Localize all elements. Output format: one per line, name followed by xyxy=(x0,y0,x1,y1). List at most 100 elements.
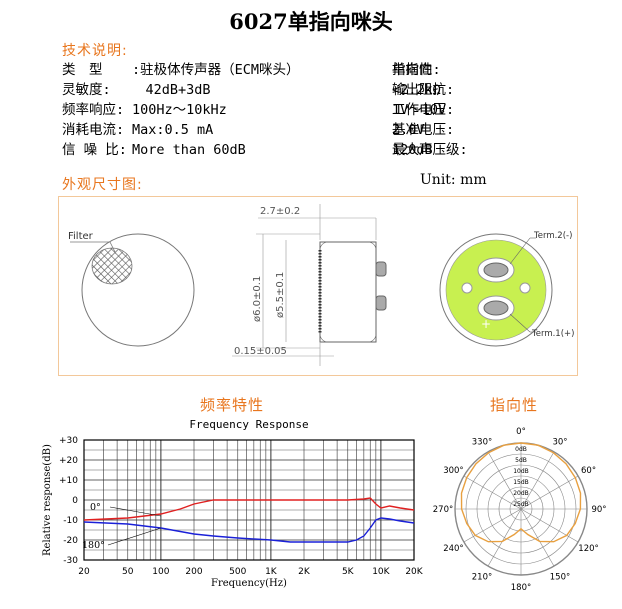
minus-sign: - xyxy=(509,265,513,279)
spec-list-right: 指向性:单指向 输出阻抗:<2.2kΩ 工作电压:1V～10V 基准电压:2.0V 最大… xyxy=(392,60,468,160)
spec-row: 信 噪 比: More than 60dB xyxy=(62,140,300,160)
r-label: 25dB xyxy=(513,501,529,508)
angle-label: 30° xyxy=(552,437,567,447)
outer-diameter-dim: ø6.0±0.1 xyxy=(252,276,263,322)
polar-spoke xyxy=(463,475,522,510)
spec-value: 1V～10V xyxy=(392,102,447,118)
x-tick-label: 50 xyxy=(122,567,134,577)
back-view: - + Term.2(-) Term.1(+) xyxy=(439,231,574,347)
series-leader-1 xyxy=(107,527,161,546)
angle-label: 0° xyxy=(516,427,526,437)
angle-label: 60° xyxy=(581,466,596,476)
spec-value: More than 60dB xyxy=(132,142,246,158)
spec-label: 频率响应: xyxy=(62,102,125,118)
spec-value: 单指向 xyxy=(392,62,433,78)
x-tick-label: 10K xyxy=(372,567,390,577)
spec-row: 消耗电流: Max:0.5 mA xyxy=(62,120,300,140)
spec-label: 消耗电流: xyxy=(62,122,125,138)
polar-spoke xyxy=(520,508,579,543)
spec-value: 2.0V xyxy=(392,122,425,138)
thickness-dim: 2.7±0.2 xyxy=(260,206,300,217)
polar-spoke xyxy=(487,451,522,510)
spec-row: 最大声压级:120dB xyxy=(392,142,468,158)
x-tick-label: 200 xyxy=(185,567,202,577)
chart-title: Frequency Response xyxy=(189,418,308,431)
spec-row: 指向性:单指向 xyxy=(392,62,441,78)
gap-dim: 0.15±0.05 xyxy=(234,346,287,357)
term2-label: Term.2(-) xyxy=(533,231,572,241)
polar-spoke xyxy=(463,508,522,543)
y-tick-label: 0 xyxy=(72,496,78,506)
spec-value: <2.2kΩ xyxy=(392,82,441,98)
polar-spoke xyxy=(520,475,579,510)
spec-label: 灵敏度: xyxy=(62,82,111,98)
series-line-1 xyxy=(83,517,415,543)
angle-label: 270° xyxy=(433,505,453,515)
spec-row: 基准电压:2.0V xyxy=(392,122,455,138)
y-tick-label: -30 xyxy=(63,556,78,566)
y-tick-label: -10 xyxy=(63,516,78,526)
angle-label: 210° xyxy=(472,573,492,583)
spec-value: 100Hz～10kHz xyxy=(132,102,227,118)
freq-heading: 频率特性 xyxy=(200,396,265,414)
spec-value: :驻极体传声器（ECM咪头） xyxy=(132,62,300,78)
side-view: 2.7±0.2 ø6.0±0.1 ø5.5±0.1 0.15±0.05 xyxy=(232,204,387,366)
y-tick-label: +30 xyxy=(59,436,78,446)
r-label: 10dB xyxy=(513,468,529,475)
series-line-0 xyxy=(83,497,415,521)
y-tick-label: +20 xyxy=(59,456,78,466)
x-tick-label: 100 xyxy=(152,567,169,577)
spec-value: 120dB xyxy=(392,142,433,158)
inner-diameter-dim: ø5.5±0.1 xyxy=(275,272,286,318)
spec-row: 工作电压:1V～10V xyxy=(392,102,455,118)
spec-row: 输出阻抗:<2.2kΩ xyxy=(392,82,455,98)
y-tick-label: -20 xyxy=(63,536,78,546)
unit-label: Unit: mm xyxy=(420,172,487,188)
x-tick-label: 1K xyxy=(265,567,278,577)
polar-chart: 0° 30° 60° 90° 120° 150° 180° 210° 240° 270° 300° 3… xyxy=(433,427,607,593)
polar-spoke xyxy=(520,508,555,567)
tech-heading: 技术说明: xyxy=(62,43,128,59)
plus-sign: + xyxy=(481,317,491,331)
angle-label: 120° xyxy=(578,544,598,554)
spec-value: 42dB+3dB xyxy=(132,82,211,98)
angle-label: 90° xyxy=(591,505,606,515)
x-tick-label: 500 xyxy=(229,567,246,577)
dimension-drawing: Filter 2.7±0.2 ø6.0±0.1 ø5.5±0.1 0.15±0.… xyxy=(68,204,574,366)
x-tick-label: 2K xyxy=(298,567,311,577)
r-label: 5dB xyxy=(515,457,527,464)
spec-row: 灵敏度: 42dB+3dB xyxy=(62,80,300,100)
angle-label: 300° xyxy=(443,466,463,476)
r-label: 15dB xyxy=(513,479,529,486)
spec-list-left: 类 型 :驻极体传声器（ECM咪头） 灵敏度: 42dB+3dB 频率响应: 100Hz… xyxy=(62,60,300,160)
x-tick-label: 5K xyxy=(342,567,355,577)
polar-pattern xyxy=(460,442,582,543)
filter-label: Filter xyxy=(68,231,94,242)
term1-label: Term.1(+) xyxy=(531,329,574,339)
angle-label: 240° xyxy=(443,544,463,554)
spec-row: 类 型 :驻极体传声器（ECM咪头） xyxy=(62,60,300,80)
polar-heading: 指向性 xyxy=(490,396,539,414)
page-title: 6027单指向咪头 xyxy=(229,9,393,34)
x-axis-label: Frequency(Hz) xyxy=(211,578,287,589)
r-label: 20dB xyxy=(513,490,529,497)
plot-frame xyxy=(83,439,415,561)
series-label-1: 180° xyxy=(82,540,105,551)
angle-label: 330° xyxy=(472,437,492,447)
spec-label: 信 噪 比: xyxy=(62,142,127,158)
y-tick-label: +10 xyxy=(59,476,78,486)
dimension-drawing-box xyxy=(58,196,578,376)
r-label: 0dB xyxy=(515,446,527,453)
angle-label: 150° xyxy=(550,573,570,583)
series-leader-0 xyxy=(109,506,161,517)
y-axis-label: Relative response(dB) xyxy=(42,444,53,556)
series-label-0: 0° xyxy=(90,502,101,513)
polar-spoke xyxy=(487,508,522,567)
polar-spoke xyxy=(520,451,555,510)
x-tick-label: 20K xyxy=(405,567,423,577)
spec-label: 类 型 xyxy=(62,62,103,78)
dims-heading: 外观尺寸图: xyxy=(62,177,143,193)
angle-label: 180° xyxy=(511,583,531,593)
x-tick-label: 20 xyxy=(78,567,90,577)
